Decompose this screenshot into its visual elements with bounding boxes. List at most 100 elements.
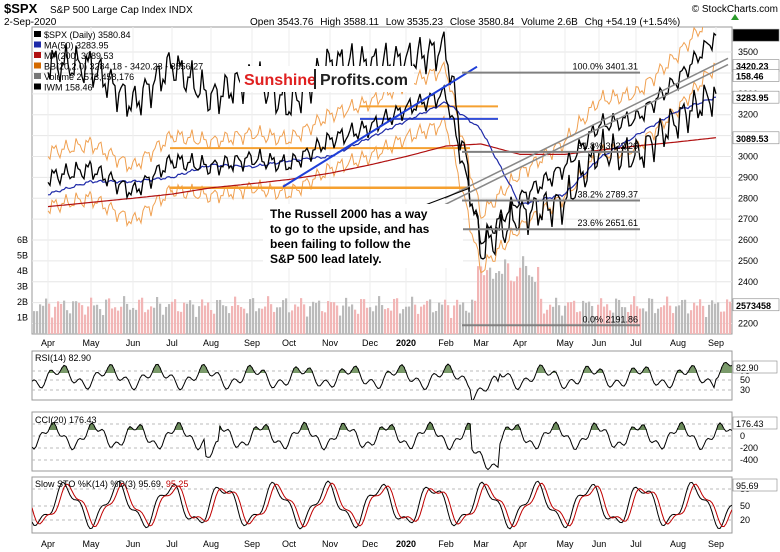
volume-bar xyxy=(183,302,186,334)
volume-bar xyxy=(693,302,696,334)
volume-bar xyxy=(273,311,276,334)
volume-bar xyxy=(201,299,204,334)
volume-bar xyxy=(579,311,582,334)
volume-tick-label: 2B xyxy=(17,297,28,307)
ohlc-readout: Open 3543.76 High 3588.11 Low 3535.23 Cl… xyxy=(250,17,680,28)
volume-bar xyxy=(630,304,633,334)
volume-tick-label: 6B xyxy=(17,235,28,245)
volume-bar xyxy=(531,276,534,334)
volume-bar xyxy=(498,271,501,334)
volume-bar xyxy=(267,296,270,334)
volume-bar xyxy=(546,309,549,334)
volume-bar xyxy=(270,304,273,334)
volume-bar xyxy=(105,299,108,334)
volume-bar xyxy=(465,310,468,334)
volume-bar xyxy=(42,305,45,334)
x-tick-label-bottom: Dec xyxy=(362,539,379,549)
volume-bar xyxy=(288,312,291,334)
x-tick-label-bottom: Mar xyxy=(473,539,489,549)
svg-text:Profits.com: Profits.com xyxy=(320,72,408,89)
volume-bar xyxy=(87,306,90,334)
annotation-line-1: The Russell 2000 has a way xyxy=(270,207,428,221)
volume-bar xyxy=(504,259,507,334)
value-tag xyxy=(732,90,780,104)
volume-bar xyxy=(420,306,423,334)
volume-bar xyxy=(333,302,336,334)
volume-bar xyxy=(654,313,657,334)
volume-bar xyxy=(669,305,672,334)
volume-bar xyxy=(297,306,300,334)
x-tick-label: Sep xyxy=(708,338,724,348)
volume-bar xyxy=(102,315,105,334)
volume-bar xyxy=(384,309,387,334)
cci-value-tag xyxy=(732,416,778,430)
y-tick-label: 3000 xyxy=(738,151,758,161)
x-tick-label-bottom: Nov xyxy=(322,539,339,549)
volume-bar xyxy=(195,316,198,334)
volume-bar xyxy=(471,299,474,334)
volume-bar xyxy=(585,302,588,334)
volume-bar xyxy=(66,310,69,334)
volume-bar xyxy=(336,305,339,334)
volume-bar xyxy=(213,313,216,334)
sto-tick-label: 20 xyxy=(740,515,750,525)
volume-bar xyxy=(390,310,393,334)
volume-bar xyxy=(150,306,153,334)
volume-bar xyxy=(501,273,504,334)
channel-line-2 xyxy=(444,63,729,206)
volume-bar xyxy=(690,310,693,334)
x-tick-label-bottom: Sep xyxy=(244,539,260,549)
volume-bar xyxy=(555,297,558,334)
cci-series xyxy=(32,421,732,471)
volume-bar xyxy=(534,281,537,334)
volume-bar xyxy=(153,307,156,334)
volume-bar xyxy=(582,300,585,334)
index-name: S&P 500 Large Cap Index INDX xyxy=(50,5,193,16)
volume-bar xyxy=(468,312,471,334)
volume-bar xyxy=(318,300,321,334)
volume-bar xyxy=(165,306,168,334)
y-tick-label: 2200 xyxy=(738,319,758,329)
volume-bar xyxy=(714,303,717,334)
volume-bar xyxy=(126,303,129,334)
volume-bar xyxy=(624,307,627,334)
volume-bar xyxy=(354,309,357,334)
y-tick-label: 2900 xyxy=(738,172,758,182)
volume-bar xyxy=(264,306,267,334)
legend-entry: MA(200) 3089.53 xyxy=(44,51,114,61)
volume-bar xyxy=(306,316,309,334)
volume-bar xyxy=(612,312,615,334)
volume-bar xyxy=(81,305,84,334)
volume-bar xyxy=(645,311,648,334)
x-tick-label-bottom: Jun xyxy=(126,539,141,549)
volume-bar xyxy=(168,304,171,334)
volume-bar xyxy=(285,298,288,334)
volume-bar xyxy=(642,308,645,334)
bollinger-upper-line xyxy=(47,27,704,219)
sto-label: Slow STO %K(14) %D(3) 95.69, 95.25 xyxy=(35,479,188,489)
volume-bar xyxy=(180,311,183,334)
volume-bar xyxy=(528,275,531,334)
volume-bar xyxy=(486,270,489,334)
volume-bar xyxy=(369,307,372,334)
value-tag-text: 158.46 xyxy=(736,71,764,81)
cci-tick-label: 0 xyxy=(740,431,745,441)
volume-bar xyxy=(357,313,360,334)
volume-bar xyxy=(219,299,222,334)
volume-bar xyxy=(483,275,486,334)
value-tag xyxy=(732,131,780,145)
volume-bar xyxy=(636,306,639,334)
volume-bar xyxy=(99,309,102,334)
volume-bar xyxy=(228,313,231,334)
x-tick-label: Mar xyxy=(473,338,489,348)
legend-swatch xyxy=(34,52,41,58)
x-tick-label: May xyxy=(82,338,100,348)
volume-bar xyxy=(162,314,165,334)
volume-bar xyxy=(432,312,435,334)
volume-bar xyxy=(225,306,228,334)
volume-bar xyxy=(375,305,378,334)
volume-bar xyxy=(678,305,681,334)
volume-bar xyxy=(510,280,513,334)
volume-bar xyxy=(75,301,78,334)
annotation-line-2: to go to the upside, and has xyxy=(270,222,430,236)
